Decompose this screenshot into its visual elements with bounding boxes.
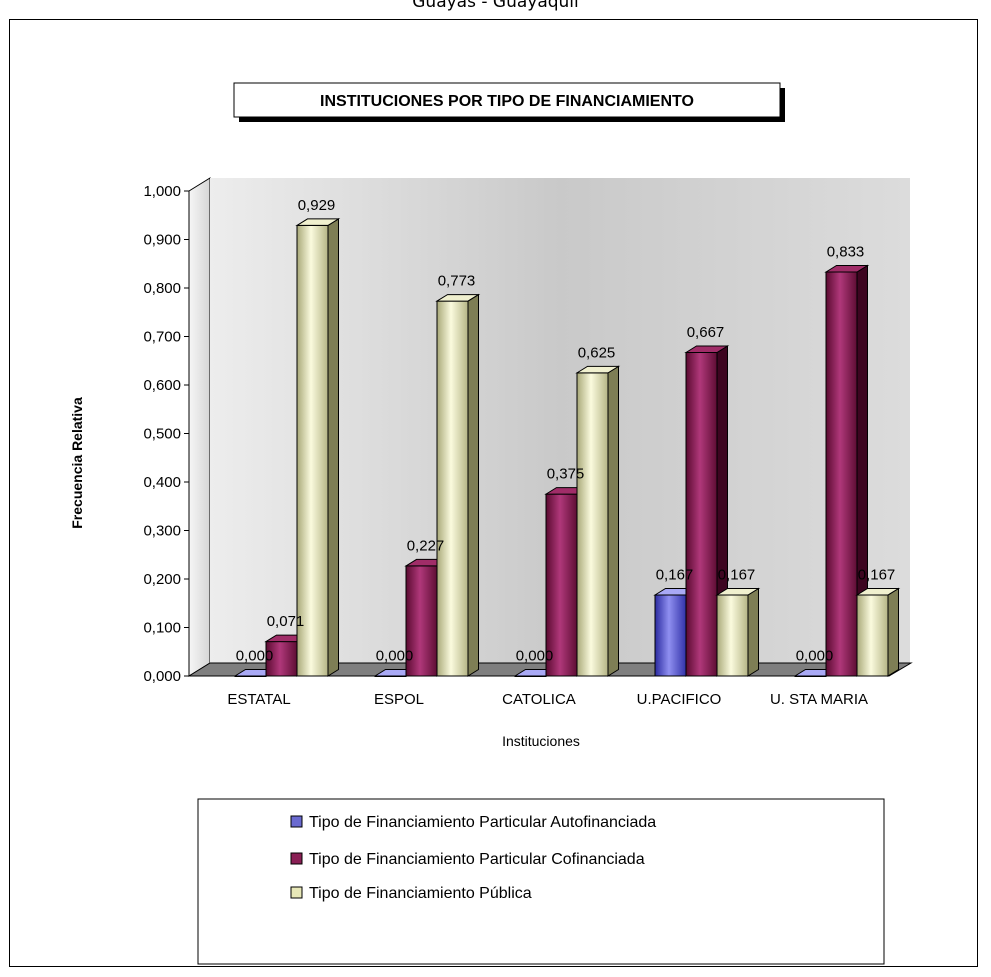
bar-front (436, 300, 469, 677)
x-tick-label: U. STA MARIA (770, 691, 868, 708)
data-label: 0,000 (376, 648, 414, 665)
data-label: 0,071 (267, 613, 305, 630)
legend-item-cofinanciada: Tipo de Financiamiento Particular Cofina… (290, 851, 645, 868)
bar-side (607, 365, 619, 677)
y-tick-label: 0,400 (143, 474, 181, 491)
bar-front (296, 224, 329, 677)
data-label: 0,000 (516, 648, 554, 665)
data-label: 0,667 (687, 324, 725, 341)
y-tick-label: 0,000 (143, 668, 181, 685)
bar-side (747, 587, 759, 677)
page-header-text: Guayas - Guayaquil (412, 0, 579, 12)
y-tick-label: 0,800 (143, 280, 181, 297)
legend-label: Tipo de Financiamiento Particular Autofi… (309, 814, 656, 831)
x-axis-tick-labels: ESTATAL ESPOL CATOLICA U.PACIFICO U. STA MAR… (227, 691, 868, 708)
legend: Tipo de Financiamiento Particular Autofi… (197, 798, 885, 965)
side-wall (188, 177, 211, 677)
legend-item-publica: Tipo de Financiamiento Pública (290, 885, 532, 902)
bar-front (654, 594, 687, 677)
chart-frame: 0,000 0,100 0,200 0,300 0,400 0,500 0,600 0,700… (9, 19, 978, 967)
legend-item-autofinanciada: Tipo de Financiamiento Particular Autofi… (290, 814, 656, 831)
legend-box (197, 798, 885, 965)
bar (715, 587, 761, 677)
y-tick-label: 0,300 (143, 523, 181, 540)
bar-top (824, 264, 870, 273)
bar-side (467, 293, 479, 677)
legend-label: Tipo de Financiamiento Particular Cofina… (309, 851, 645, 868)
bar-front (405, 565, 438, 677)
y-axis-ticks: 0,000 0,100 0,200 0,300 0,400 0,500 0,600 0,700… (143, 183, 189, 685)
data-label: 0,000 (796, 648, 834, 665)
bar-front (576, 372, 609, 677)
legend-swatch (290, 815, 303, 828)
chart-title-box: INSTITUCIONES POR TIPO DE FINANCIAMIENTO (233, 82, 785, 122)
bar (824, 264, 870, 677)
y-tick-label: 0,200 (143, 571, 181, 588)
data-label: 0,833 (827, 243, 865, 260)
y-tick-label: 0,900 (143, 232, 181, 249)
x-tick-label: CATOLICA (502, 691, 576, 708)
y-tick-label: 0,500 (143, 426, 181, 443)
legend-label: Tipo de Financiamiento Pública (309, 885, 532, 902)
bar (295, 218, 341, 677)
bar-top (295, 218, 341, 226)
bar-top (855, 588, 901, 596)
y-tick-label: 0,700 (143, 329, 181, 346)
bar-front (545, 493, 578, 677)
data-label: 0,227 (407, 537, 445, 554)
x-tick-label: ESPOL (374, 691, 424, 708)
data-label: 0,167 (656, 567, 694, 584)
data-label: 0,000 (236, 648, 274, 665)
data-labels-layer: 0,000 0,071 0,929 0,000 0,227 0,773 0,000 0,375… (236, 197, 896, 665)
legend-swatch (290, 886, 303, 899)
bar-side (327, 218, 339, 677)
bar-front (825, 271, 858, 677)
bar-top (435, 294, 481, 302)
bar-front (716, 594, 749, 677)
y-axis-title: Frecuencia Relativa (69, 397, 85, 529)
y-tick-label: 0,600 (143, 377, 181, 394)
data-label: 0,625 (578, 344, 616, 361)
bar-front (685, 352, 718, 677)
data-label: 0,773 (438, 273, 476, 290)
bar-top (715, 588, 761, 596)
page-header: Guayas - Guayaquil (0, 0, 991, 20)
bar-side (887, 587, 899, 677)
y-tick-label: 1,000 (143, 183, 181, 200)
legend-swatch (290, 852, 303, 865)
bar (435, 293, 481, 677)
data-label: 0,167 (718, 567, 756, 584)
bar (575, 365, 621, 677)
data-label: 0,929 (298, 197, 336, 214)
bar (855, 587, 901, 677)
bar-top (684, 345, 730, 354)
data-label: 0,375 (547, 466, 585, 483)
x-axis-title: Instituciones (502, 733, 580, 749)
x-tick-label: ESTATAL (227, 691, 290, 708)
bars-layer (233, 218, 901, 677)
bar-top (575, 365, 621, 374)
bar-front (856, 594, 889, 677)
bar-chart: 0,000 0,100 0,200 0,300 0,400 0,500 0,600 0,700… (69, 82, 913, 965)
y-tick-label: 0,100 (143, 620, 181, 637)
x-tick-label: U.PACIFICO (637, 691, 722, 708)
data-label: 0,167 (858, 567, 896, 584)
chart-title: INSTITUCIONES POR TIPO DE FINANCIAMIENTO (320, 93, 694, 110)
